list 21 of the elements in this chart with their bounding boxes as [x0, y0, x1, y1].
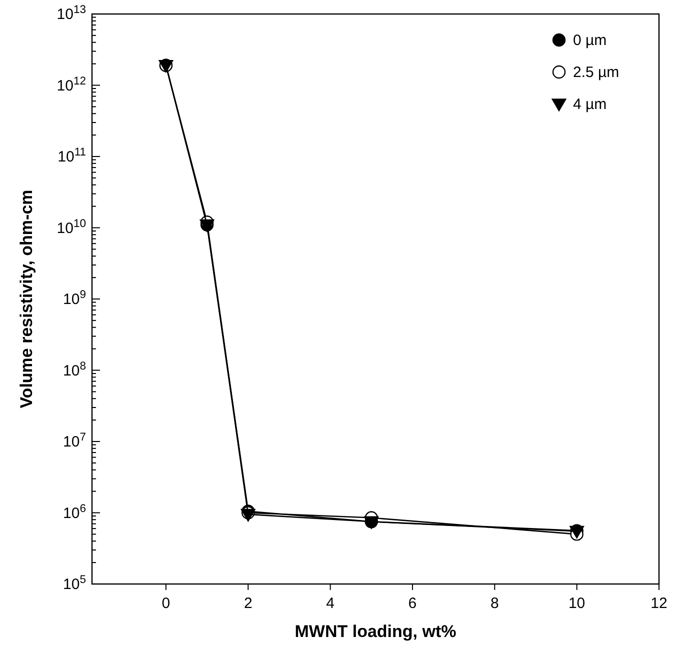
y-tick-label: 10$^{11}$: [58, 146, 86, 166]
y-tick-label: 10$^{7}$: [63, 432, 86, 450]
x-tick-label: 10: [568, 595, 586, 612]
legend-label: 0 µm: [573, 32, 607, 49]
x-tick-label: 2: [244, 595, 252, 612]
y-tick-label: 10$^{10}$: [56, 218, 86, 237]
legend-label: 2.5 µm: [573, 64, 620, 81]
x-tick-label: 0: [162, 595, 170, 612]
y-axis-title: Volume resistivity, ohm-cm: [17, 190, 36, 408]
y-tick-label: 10$^{13}$: [56, 4, 86, 23]
x-tick-label: 8: [490, 595, 499, 612]
y-tick-label: 10$^{6}$: [63, 502, 86, 522]
x-tick-label: 4: [326, 595, 334, 612]
y-tick-label: 10$^{9}$: [63, 289, 86, 308]
y-tick-label: 10$^{5}$: [63, 574, 86, 593]
legend-label: 4 µm: [573, 96, 607, 113]
x-tick-label: 12: [650, 595, 668, 612]
y-tick-label: 10$^{8}$: [63, 360, 86, 380]
x-axis-title: MWNT loading, wt%: [294, 622, 456, 641]
x-tick-label: 6: [408, 595, 417, 612]
y-tick-label: 10$^{12}$: [56, 75, 86, 94]
